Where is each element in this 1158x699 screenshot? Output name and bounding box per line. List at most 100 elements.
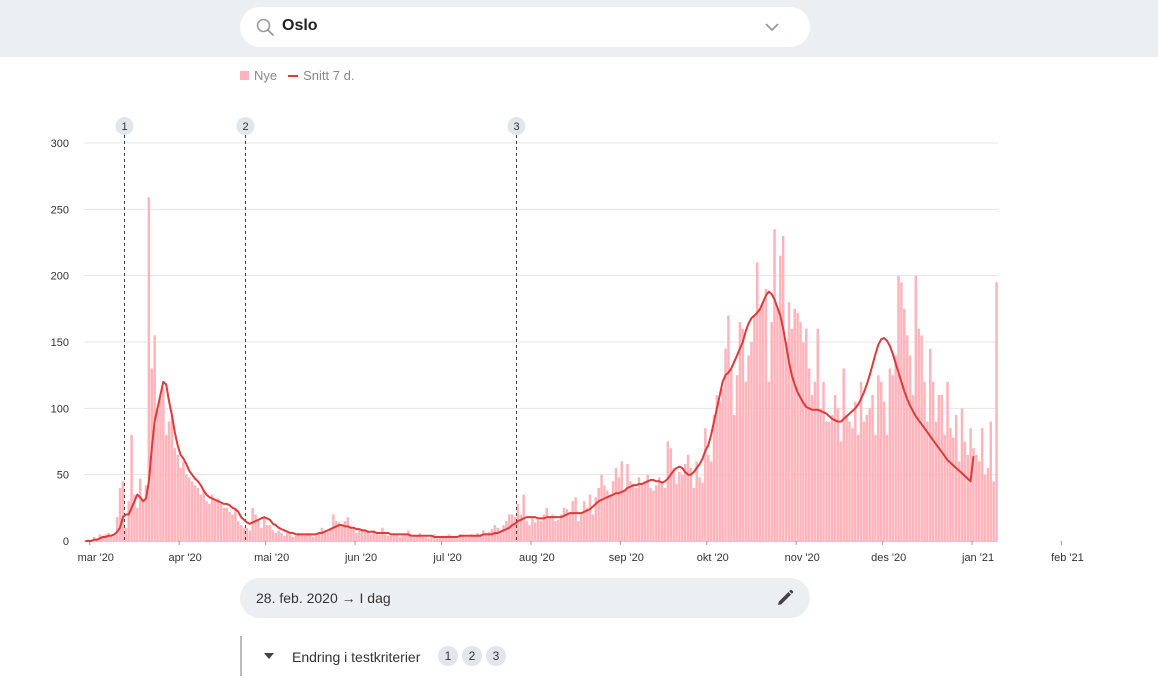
bar — [101, 535, 104, 541]
bar — [819, 408, 822, 541]
bar — [557, 519, 560, 541]
bar — [473, 535, 476, 541]
bar — [291, 537, 295, 541]
bar — [484, 533, 488, 541]
bar — [366, 531, 370, 541]
bar — [211, 494, 214, 541]
bar — [718, 401, 722, 541]
bar — [724, 348, 727, 541]
bar — [608, 494, 612, 541]
badge-1: 1 — [438, 646, 458, 666]
bar — [591, 514, 595, 541]
testcriteria-badges: 1 2 3 — [438, 646, 506, 666]
testcriteria-details[interactable]: Endring i testkriterier 1 2 3 — [240, 636, 642, 676]
bar — [663, 487, 667, 541]
search-input-value[interactable]: Oslo — [282, 17, 318, 34]
bar — [213, 501, 217, 541]
y-tick-label-50: 50 — [57, 470, 69, 482]
bar — [170, 414, 174, 541]
bar — [854, 401, 857, 541]
y-tick-label-0: 0 — [63, 536, 69, 548]
bar — [525, 521, 528, 541]
chart-legend: Nye Snitt 7 d. — [240, 68, 354, 83]
bar — [467, 537, 471, 541]
bar — [320, 527, 324, 541]
bar — [879, 381, 883, 541]
bar — [311, 537, 315, 541]
marker-label-1: 1 — [121, 121, 127, 133]
bar — [254, 514, 257, 541]
bar — [329, 527, 332, 541]
y-tick-label-300: 300 — [51, 138, 69, 150]
bar — [384, 534, 387, 541]
chevron-down-icon[interactable] — [764, 19, 780, 35]
bar — [208, 503, 211, 541]
bar — [470, 534, 474, 541]
bar — [851, 428, 854, 541]
bar — [632, 483, 635, 541]
testcriteria-label: Endring i testkriterier — [292, 649, 421, 665]
bar — [620, 461, 623, 541]
bar — [799, 322, 802, 541]
bar — [888, 368, 892, 541]
bar — [643, 481, 647, 541]
bar — [678, 472, 681, 541]
bar — [960, 408, 964, 541]
bar — [655, 485, 658, 541]
bar — [629, 481, 632, 541]
bar — [995, 282, 998, 541]
bar — [897, 275, 900, 541]
bar — [245, 527, 249, 541]
badge-2: 2 — [462, 646, 482, 666]
pencil-icon[interactable] — [776, 589, 794, 607]
bar — [398, 537, 401, 541]
bar — [435, 538, 439, 541]
badge-3: 3 — [486, 646, 506, 666]
bar — [531, 517, 534, 541]
date-range-selector[interactable]: 28. feb. 2020 → I dag — [240, 578, 810, 618]
bar — [476, 533, 479, 541]
bar — [989, 421, 993, 541]
bar — [167, 421, 171, 541]
bar — [764, 288, 768, 541]
bar — [822, 381, 825, 541]
bar — [190, 481, 194, 541]
bar — [842, 368, 845, 541]
bar — [510, 514, 514, 541]
bar — [260, 527, 263, 541]
bar — [401, 535, 404, 541]
bar — [138, 478, 142, 541]
bar — [392, 533, 396, 541]
bar — [349, 527, 352, 541]
disclosure-triangle-icon[interactable] — [264, 653, 274, 659]
bar — [626, 464, 629, 541]
bar — [975, 454, 978, 541]
bar — [464, 537, 468, 541]
bar — [222, 507, 226, 541]
bar — [810, 395, 814, 541]
bar — [453, 537, 456, 541]
bar — [519, 514, 523, 541]
bar — [614, 468, 618, 541]
bar — [868, 408, 871, 541]
bar — [885, 434, 889, 541]
bar — [113, 535, 116, 541]
bar — [859, 381, 863, 541]
search-combobox[interactable]: Oslo — [240, 7, 810, 47]
bar — [796, 312, 799, 541]
bar — [597, 487, 600, 541]
bar — [144, 485, 148, 541]
bar — [657, 477, 661, 541]
bar — [412, 537, 416, 541]
bar — [326, 531, 329, 541]
bar — [926, 421, 929, 541]
bar — [182, 461, 185, 541]
bar — [698, 477, 701, 541]
bar — [216, 498, 220, 541]
bar — [585, 507, 589, 541]
bar — [193, 485, 197, 541]
bar — [118, 487, 122, 541]
bar — [692, 487, 696, 541]
bar — [660, 481, 664, 541]
bar — [121, 481, 125, 541]
